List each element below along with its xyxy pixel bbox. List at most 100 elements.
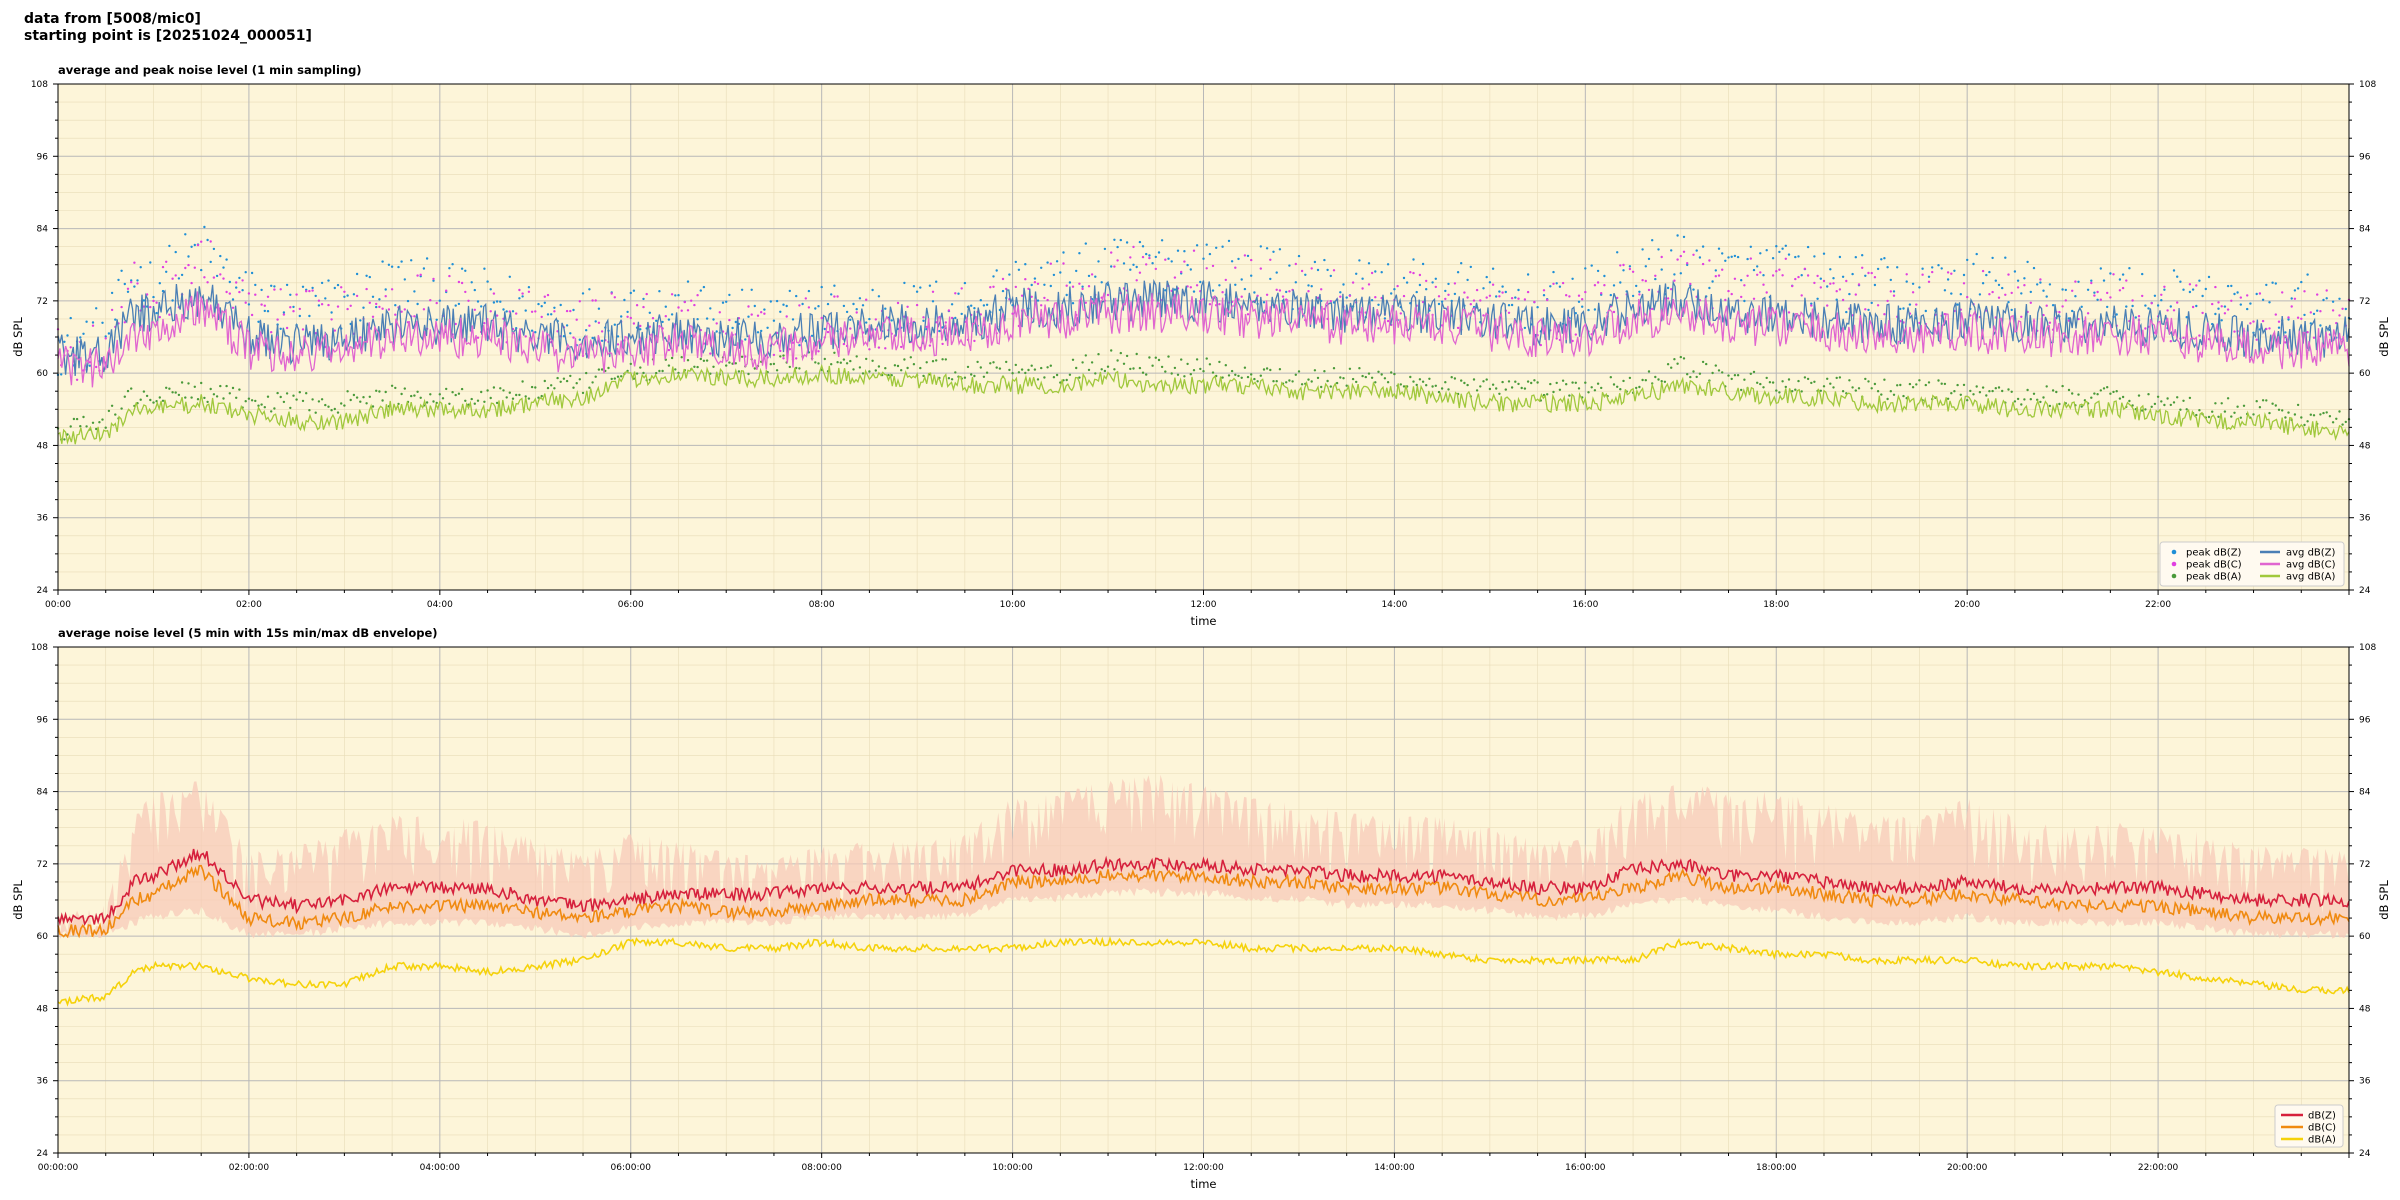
- data-point: [1345, 296, 1348, 299]
- data-point: [1727, 256, 1730, 259]
- data-point: [527, 286, 531, 289]
- data-point: [1243, 254, 1247, 257]
- data-point: [1590, 386, 1593, 389]
- data-point: [387, 263, 391, 266]
- data-point: [1243, 366, 1247, 369]
- data-point: [651, 317, 655, 320]
- chart-title: average noise level (5 min with 15s min/…: [58, 626, 438, 640]
- data-point: [1199, 367, 1202, 371]
- data-point: [1285, 381, 1288, 384]
- data-point: [941, 358, 944, 361]
- data-point: [1927, 381, 1931, 384]
- data-point: [371, 405, 375, 408]
- data-point: [1040, 266, 1043, 269]
- data-point: [2150, 302, 2153, 305]
- data-point: [1631, 294, 1635, 298]
- data-point: [174, 274, 177, 277]
- data-point: [2102, 279, 2106, 282]
- legend: peak dB(Z)peak dB(C)peak dB(A)avg dB(Z)a…: [2159, 541, 2345, 587]
- data-point: [158, 282, 161, 285]
- data-point: [273, 407, 276, 410]
- data-point: [1876, 304, 1880, 307]
- data-point: [460, 267, 464, 270]
- data-point: [1851, 272, 1854, 276]
- data-point: [2051, 304, 2055, 307]
- data-point: [1014, 363, 1017, 367]
- data-point: [1469, 303, 1473, 306]
- series-line: [57, 278, 2350, 376]
- data-point: [168, 387, 171, 390]
- data-point: [95, 307, 98, 310]
- data-point: [1701, 245, 1705, 248]
- data-point: [1647, 257, 1651, 261]
- data-point: [842, 342, 846, 346]
- data-point: [1612, 383, 1616, 386]
- data-point: [868, 348, 871, 351]
- data-point: [282, 400, 286, 404]
- data-point: [1119, 238, 1123, 242]
- data-point: [260, 403, 263, 406]
- data-point: [1692, 288, 1695, 291]
- data-point: [995, 269, 998, 272]
- data-point: [2312, 312, 2316, 316]
- data-point: [311, 286, 314, 290]
- data-point: [2277, 320, 2281, 323]
- data-point: [2316, 293, 2319, 296]
- data-point: [1310, 380, 1313, 383]
- data-point: [1733, 374, 1737, 377]
- data-point: [1316, 376, 1320, 380]
- data-point: [826, 302, 830, 306]
- data-point: [1036, 282, 1040, 285]
- data-point: [95, 365, 98, 369]
- data-point: [190, 396, 193, 399]
- data-point: [222, 266, 225, 269]
- data-point: [1981, 282, 1985, 285]
- data-point: [467, 299, 470, 302]
- data-point: [2141, 294, 2144, 298]
- data-point: [791, 341, 795, 344]
- data-point: [1568, 394, 1571, 397]
- data-point: [1078, 252, 1081, 255]
- data-point: [2309, 322, 2312, 325]
- data-point: [1116, 245, 1119, 249]
- data-point: [254, 283, 257, 287]
- data-point: [1173, 276, 1177, 279]
- data-point: [1571, 381, 1574, 384]
- data-point: [2121, 286, 2125, 290]
- data-point: [505, 396, 508, 399]
- data-point: [285, 283, 289, 287]
- data-point: [1924, 309, 1928, 313]
- data-point: [95, 427, 98, 431]
- data-point: [82, 332, 85, 335]
- data-point: [104, 426, 107, 429]
- data-point: [928, 284, 932, 287]
- data-point: [569, 309, 572, 313]
- data-point: [2185, 408, 2188, 411]
- data-point: [1638, 290, 1641, 293]
- data-point: [1164, 370, 1167, 373]
- data-point: [1250, 258, 1253, 262]
- data-point: [2039, 281, 2042, 284]
- data-point: [511, 310, 515, 313]
- data-point: [91, 321, 95, 324]
- data-point: [1962, 273, 1966, 277]
- data-point: [1256, 380, 1259, 383]
- data-point: [1536, 381, 1539, 384]
- data-point: [1969, 389, 1972, 393]
- data-point: [734, 362, 737, 365]
- data-point: [855, 355, 858, 358]
- data-point: [1071, 285, 1075, 288]
- data-point: [1552, 390, 1555, 394]
- data-point: [1113, 368, 1116, 371]
- data-point: [1507, 304, 1511, 307]
- data-point: [394, 386, 397, 390]
- data-point: [1364, 375, 1368, 379]
- data-point: [1673, 358, 1676, 361]
- data-point: [521, 292, 524, 295]
- data-point: [1733, 277, 1737, 280]
- data-point: [476, 399, 480, 402]
- data-point: [2010, 308, 2013, 312]
- data-point: [425, 401, 429, 404]
- data-point: [833, 295, 836, 298]
- data-point: [1657, 378, 1660, 381]
